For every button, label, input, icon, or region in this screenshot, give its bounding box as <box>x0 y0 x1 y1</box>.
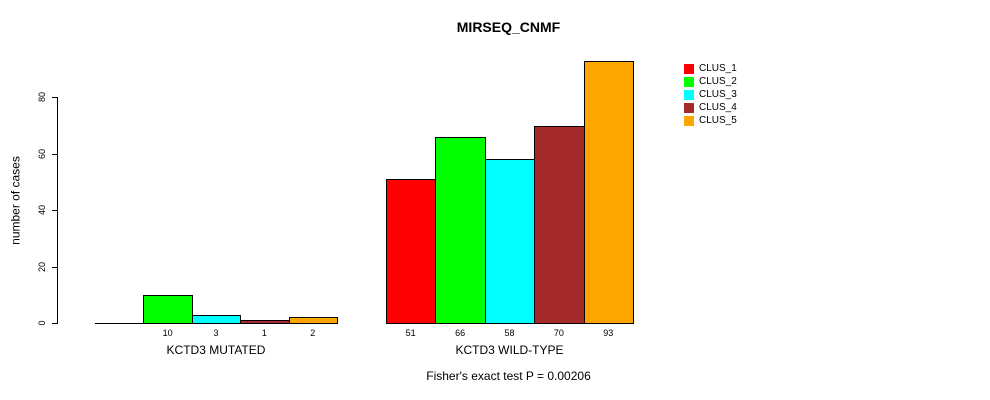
y-tick-mark <box>52 97 57 99</box>
legend-label: CLUS_3 <box>699 89 737 100</box>
legend-row: CLUS_4 <box>684 101 737 114</box>
y-tick-mark <box>52 153 57 155</box>
legend-label: CLUS_5 <box>699 115 737 126</box>
bar <box>191 314 242 324</box>
bar-value-label: 70 <box>553 328 564 338</box>
y-tick-label: 60 <box>37 148 47 159</box>
legend-label: CLUS_2 <box>699 76 737 87</box>
y-axis-title: number of cases <box>8 156 23 245</box>
bar <box>143 294 193 324</box>
bar-value-label: 3 <box>213 328 219 338</box>
legend-label: CLUS_1 <box>699 63 737 74</box>
bar <box>583 60 634 324</box>
legend-label: CLUS_4 <box>699 102 737 113</box>
y-tick-mark <box>52 266 57 268</box>
bar <box>288 317 338 324</box>
bar <box>386 179 437 324</box>
y-tick-label: 80 <box>37 92 47 103</box>
bar <box>240 320 290 324</box>
bar-value-label: 2 <box>310 328 316 338</box>
bar-value-label: 93 <box>603 328 614 338</box>
y-tick-mark <box>52 210 57 212</box>
bar-value-label: 51 <box>405 328 416 338</box>
legend: CLUS_1 CLUS_2 CLUS_3 CLUS_4 CLUS_5 <box>684 62 737 127</box>
bar <box>435 136 486 324</box>
bar <box>95 323 145 324</box>
group-axis-label: KCTD3 WILD-TYPE <box>455 343 564 357</box>
y-tick-label: 40 <box>37 205 47 216</box>
bar <box>484 159 536 324</box>
bar-value-label: 10 <box>162 328 173 338</box>
stat-caption: Fisher's exact test P = 0.00206 <box>426 369 591 383</box>
legend-swatch <box>684 76 694 87</box>
legend-row: CLUS_2 <box>684 75 737 88</box>
chart-title: MIRSEQ_CNMF <box>456 19 561 35</box>
y-tick-mark <box>52 323 57 324</box>
y-tick-label: 0 <box>37 320 47 326</box>
bar-value-label: 58 <box>504 328 515 338</box>
legend-row: CLUS_3 <box>684 88 737 101</box>
y-axis-line <box>57 97 58 324</box>
bar-value-label: 66 <box>455 328 466 338</box>
bar-value-label: 1 <box>261 328 267 338</box>
legend-row: CLUS_1 <box>684 62 737 75</box>
legend-swatch <box>684 89 694 100</box>
legend-row: CLUS_5 <box>684 114 737 127</box>
group-axis-label: KCTD3 MUTATED <box>166 343 266 357</box>
y-tick-label: 20 <box>37 261 47 272</box>
bar <box>534 125 585 324</box>
legend-swatch <box>684 115 694 126</box>
legend-swatch <box>684 63 694 74</box>
legend-swatch <box>684 102 694 113</box>
